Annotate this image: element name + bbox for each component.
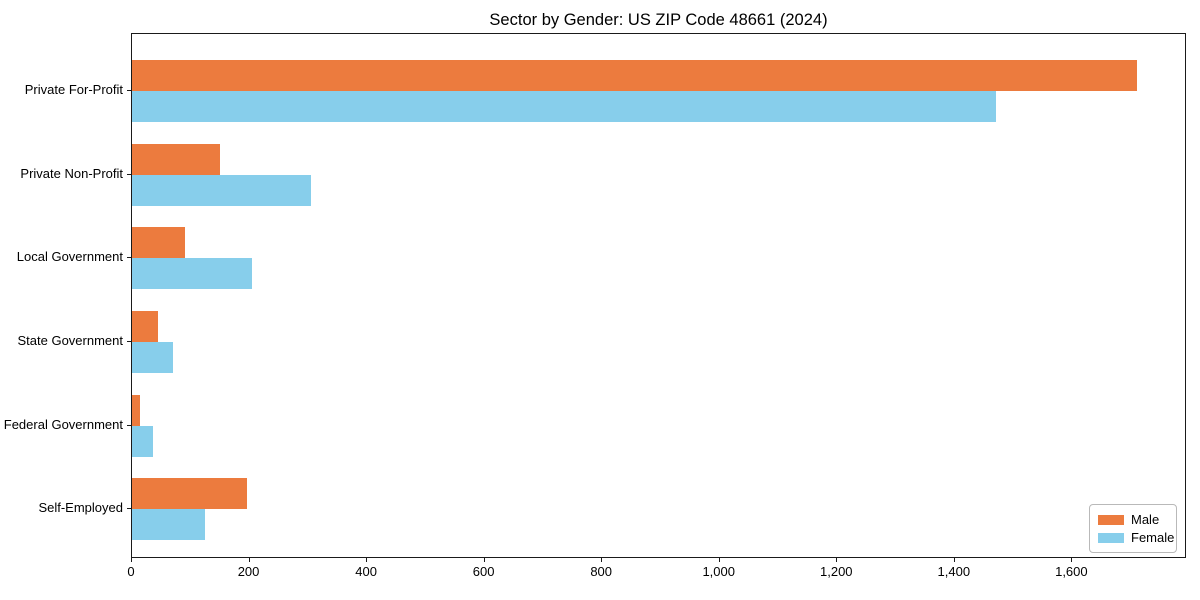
bar-male-self-employed — [132, 478, 247, 510]
y-tick-label-private-non-profit: Private Non-Profit — [20, 165, 123, 181]
x-tick-label: 1,200 — [820, 564, 853, 579]
bar-male-federal-government — [132, 394, 140, 426]
y-tick — [127, 424, 131, 426]
x-tick — [718, 558, 720, 562]
x-tick — [953, 558, 955, 562]
y-tick-label-self-employed: Self-Employed — [38, 500, 123, 516]
y-tick-label-private-for-profit: Private For-Profit — [24, 82, 123, 97]
y-tick — [127, 257, 131, 259]
bar-male-state-government — [132, 310, 159, 342]
x-tick-label: 1,600 — [1055, 564, 1088, 579]
legend-swatch-female — [1098, 532, 1124, 543]
legend-label: Male — [1131, 512, 1160, 527]
y-tick — [127, 508, 131, 510]
x-tick — [836, 558, 838, 562]
y-tick-label-state-government: State Government — [17, 332, 124, 348]
y-tick — [127, 173, 131, 175]
x-tick — [601, 558, 603, 562]
y-tick-label-local-government: Local Government — [16, 249, 123, 265]
bar-female-state-government — [132, 341, 174, 373]
bar-female-local-government — [132, 258, 253, 290]
y-tick — [127, 340, 131, 342]
y-tick-label-federal-government: Federal Government — [3, 416, 123, 432]
x-tick — [483, 558, 485, 562]
bar-male-local-government — [132, 227, 185, 259]
y-tick — [127, 90, 131, 91]
x-tick-label: 1,400 — [937, 564, 971, 579]
bar-female-private-non-profit — [132, 174, 312, 206]
legend-item-female: Female — [1098, 530, 1174, 545]
x-tick-label: 800 — [590, 564, 613, 579]
x-tick — [248, 558, 250, 562]
bar-female-federal-government — [132, 425, 153, 457]
legend-label: Female — [1131, 530, 1175, 545]
x-tick — [1071, 558, 1073, 562]
x-tick-label: 600 — [472, 564, 495, 579]
legend-swatch-male — [1098, 514, 1124, 525]
x-tick — [131, 558, 132, 562]
plot-area — [131, 33, 1186, 558]
bar-male-private-for-profit — [132, 60, 1138, 91]
bar-male-private-non-profit — [132, 143, 221, 175]
x-tick-label: 0 — [127, 564, 135, 579]
x-tick-label: 200 — [237, 564, 260, 579]
x-tick-label: 400 — [355, 564, 377, 579]
bar-female-private-for-profit — [132, 91, 996, 122]
legend-item-male: Male — [1098, 512, 1168, 527]
x-tick-label: 1,000 — [702, 564, 735, 579]
x-tick — [366, 558, 368, 562]
legend: Male Female — [1089, 504, 1177, 553]
bar-female-self-employed — [132, 509, 206, 541]
chart-title: Sector by Gender: US ZIP Code 48661 (202… — [489, 11, 828, 29]
